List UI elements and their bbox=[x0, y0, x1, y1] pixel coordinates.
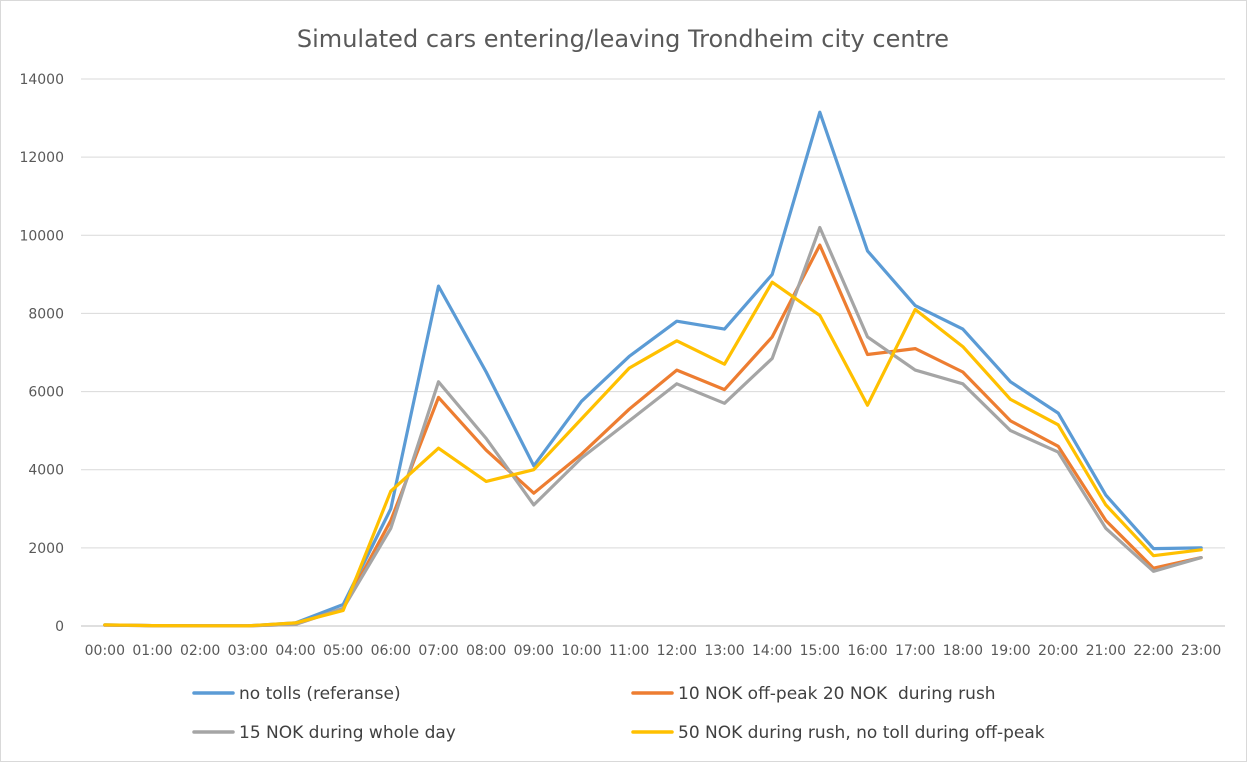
y-tick-label: 0 bbox=[55, 619, 64, 635]
y-tick-label: 6000 bbox=[28, 385, 64, 401]
x-tick-label: 00:00 bbox=[85, 643, 125, 659]
y-tick-label: 2000 bbox=[28, 541, 64, 557]
series-line-0 bbox=[103, 110, 1203, 628]
x-tick-label: 16:00 bbox=[847, 643, 887, 659]
x-tick-label: 03:00 bbox=[228, 643, 268, 659]
legend-label-no-tolls: no tolls (referanse) bbox=[239, 684, 401, 704]
series-line-3 bbox=[103, 280, 1203, 628]
x-tick-label: 15:00 bbox=[800, 643, 840, 659]
x-tick-label: 08:00 bbox=[466, 643, 506, 659]
x-tick-label: 09:00 bbox=[514, 643, 554, 659]
y-tick-label: 8000 bbox=[28, 306, 64, 322]
x-tick-label: 18:00 bbox=[943, 643, 983, 659]
x-tick-label: 01:00 bbox=[132, 643, 172, 659]
legend-label-50-nok: 50 NOK during rush, no toll during off-p… bbox=[678, 723, 1045, 743]
x-tick-label: 19:00 bbox=[990, 643, 1030, 659]
x-tick-label: 02:00 bbox=[180, 643, 220, 659]
x-tick-label: 17:00 bbox=[895, 643, 935, 659]
x-tick-label: 10:00 bbox=[561, 643, 601, 659]
x-tick-label: 21:00 bbox=[1086, 643, 1126, 659]
y-axis-ticks: 0 2000 4000 6000 8000 10000 12000 14000 bbox=[19, 72, 64, 635]
y-tick-label: 10000 bbox=[19, 228, 64, 244]
x-tick-label: 12:00 bbox=[657, 643, 697, 659]
x-tick-label: 11:00 bbox=[609, 643, 649, 659]
series-lines bbox=[103, 110, 1203, 628]
legend-label-15-nok: 15 NOK during whole day bbox=[239, 723, 456, 743]
x-tick-label: 04:00 bbox=[275, 643, 315, 659]
y-tick-label: 14000 bbox=[19, 72, 64, 88]
x-tick-label: 14:00 bbox=[752, 643, 792, 659]
y-tick-label: 4000 bbox=[28, 463, 64, 479]
x-tick-label: 06:00 bbox=[371, 643, 411, 659]
x-tick-label: 05:00 bbox=[323, 643, 363, 659]
x-tick-label: 07:00 bbox=[418, 643, 458, 659]
x-tick-label: 23:00 bbox=[1181, 643, 1221, 659]
x-tick-label: 22:00 bbox=[1133, 643, 1173, 659]
series-line-1 bbox=[103, 243, 1203, 628]
series-line-2 bbox=[103, 225, 1203, 628]
y-tick-label: 12000 bbox=[19, 150, 64, 166]
chart-title: Simulated cars entering/leaving Trondhei… bbox=[297, 25, 949, 53]
x-axis-ticks: 00:00 01:00 02:00 03:00 04:00 05:00 06:00 07:00… bbox=[85, 643, 1222, 659]
gridlines bbox=[81, 78, 1225, 627]
legend: no tolls (referanse) 10 NOK off-peak 20 … bbox=[192, 684, 1045, 743]
legend-label-10-nok: 10 NOK off-peak 20 NOK during rush bbox=[678, 684, 996, 704]
x-tick-label: 13:00 bbox=[704, 643, 744, 659]
x-tick-label: 20:00 bbox=[1038, 643, 1078, 659]
